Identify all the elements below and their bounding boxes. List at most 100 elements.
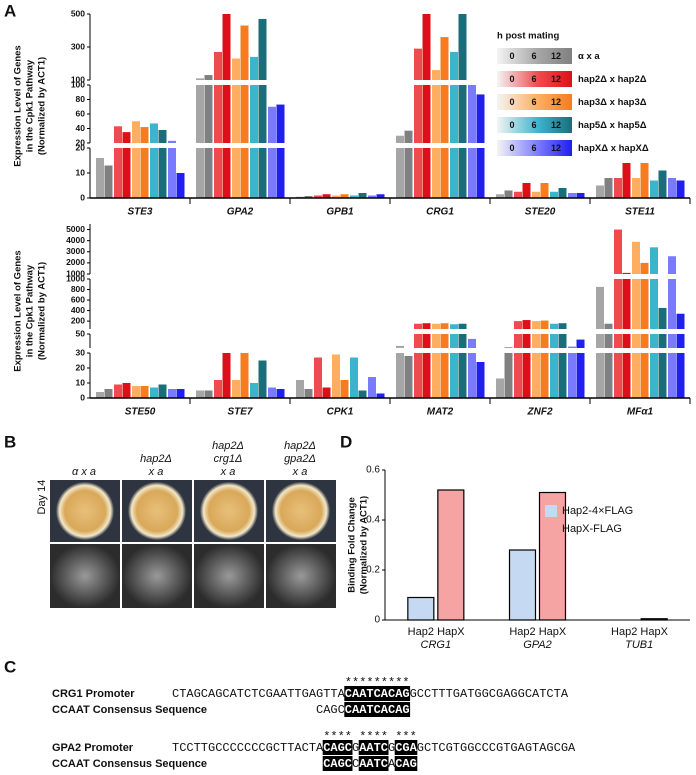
bar	[250, 383, 258, 398]
y-axis-title: in the Cpk1 Pathway	[25, 264, 36, 357]
sequence-segment: CGA	[395, 741, 417, 755]
y-tick-label: 60	[76, 108, 86, 118]
panel-label: C	[4, 657, 16, 676]
bar	[276, 104, 285, 198]
bar	[340, 194, 349, 198]
bar	[640, 163, 649, 198]
x-tick-label: STE3	[127, 207, 152, 218]
bar	[450, 51, 458, 199]
legend-timepoint: 12	[551, 74, 561, 84]
legend-timepoint: 12	[551, 51, 561, 61]
y-tick-label: 0	[374, 615, 380, 626]
bar	[414, 323, 422, 398]
bar	[196, 390, 204, 398]
dish-photo	[200, 482, 258, 540]
sequence-segment: G	[388, 741, 395, 755]
bar	[604, 178, 613, 198]
sequence-highlight	[344, 686, 411, 701]
bar	[576, 339, 585, 398]
bar	[158, 384, 167, 398]
bar	[668, 178, 676, 198]
axis-break	[87, 143, 690, 148]
sequence-segment: C	[352, 757, 359, 771]
bar	[522, 183, 531, 198]
panel-label: D	[340, 432, 352, 451]
bar	[396, 135, 404, 198]
x-tick-label: HapX	[539, 626, 567, 638]
legend-label: α x a	[578, 51, 600, 62]
bar	[250, 56, 258, 199]
bar	[204, 75, 213, 198]
y-axis-title: in the Cpk1 Pathway	[25, 59, 36, 152]
legend-label: Hap2-4×FLAG	[562, 505, 633, 517]
sequence-segment: A	[388, 757, 396, 771]
bar	[522, 320, 531, 398]
x-tick-label: CPK1	[327, 407, 354, 418]
legend-timepoint: 12	[551, 120, 561, 130]
bar	[150, 387, 158, 398]
bar	[532, 321, 540, 398]
y-tick-label: 1000	[66, 268, 85, 278]
promoter-label: GPA2 Promoter	[52, 742, 134, 754]
x-tick-label: GPA2	[227, 207, 254, 218]
legend-swatch	[545, 505, 557, 517]
bar	[514, 191, 522, 198]
bar	[650, 180, 658, 198]
bar	[240, 353, 249, 398]
y-tick-label: 0.2	[366, 565, 380, 576]
bar	[437, 489, 465, 621]
legend-timepoint: 0	[509, 120, 514, 130]
bar	[268, 106, 276, 198]
bar	[440, 37, 449, 198]
bar	[468, 338, 476, 398]
bar	[614, 178, 622, 198]
bar	[432, 323, 440, 398]
sequence-segment: CAATCACAG	[345, 687, 410, 701]
bar	[276, 389, 285, 398]
y-tick-label: 10	[76, 167, 86, 177]
sequence-segment: CAATCACAG	[345, 703, 410, 717]
bar	[658, 170, 667, 198]
x-tick-label: GPB1	[326, 207, 354, 218]
y-tick-label: 0	[80, 192, 85, 202]
micrograph	[122, 544, 192, 608]
bar	[407, 596, 435, 621]
bar	[314, 195, 322, 198]
bar	[304, 389, 313, 398]
legend-timepoint: 6	[531, 51, 536, 61]
y-tick-label: 4000	[66, 235, 85, 245]
axis-break	[87, 329, 690, 334]
bar	[622, 163, 631, 198]
sequence-highlight	[394, 756, 418, 771]
bar	[176, 173, 185, 198]
sequence-segment: GCTCGTGGCCCGTGAGTAGCGA	[417, 741, 576, 755]
bar	[596, 185, 604, 198]
sequence-highlight	[322, 740, 353, 755]
micrograph	[50, 544, 120, 608]
bar	[504, 190, 513, 198]
y-tick-label: 600	[71, 294, 85, 304]
legend-label: hapXΔ x hapXΔ	[578, 143, 649, 154]
promoter-label: CRG1 Promoter	[52, 688, 135, 700]
bar	[450, 324, 458, 398]
bar	[268, 387, 276, 398]
strain-label: crg1Δ	[214, 453, 243, 465]
legend-label: HapX-FLAG	[562, 523, 622, 535]
y-tick-label: 20	[76, 142, 86, 152]
y-tick-label: 0	[80, 392, 85, 402]
axis-break	[87, 274, 690, 279]
bar	[132, 121, 140, 198]
y-tick-label: 500	[71, 8, 85, 18]
strain-label: x a	[220, 466, 236, 478]
consensus-label: CCAAT Consensus Sequence	[52, 758, 207, 770]
x-tick-label: MFα1	[627, 407, 654, 418]
bar	[222, 353, 231, 398]
bar	[550, 323, 558, 398]
bar	[404, 356, 413, 398]
bar	[132, 386, 140, 398]
x-tick-label: Hap2	[408, 626, 434, 638]
legend-title: h post mating	[497, 31, 559, 42]
bar	[532, 191, 540, 198]
bar	[404, 130, 413, 198]
bar	[358, 390, 367, 398]
